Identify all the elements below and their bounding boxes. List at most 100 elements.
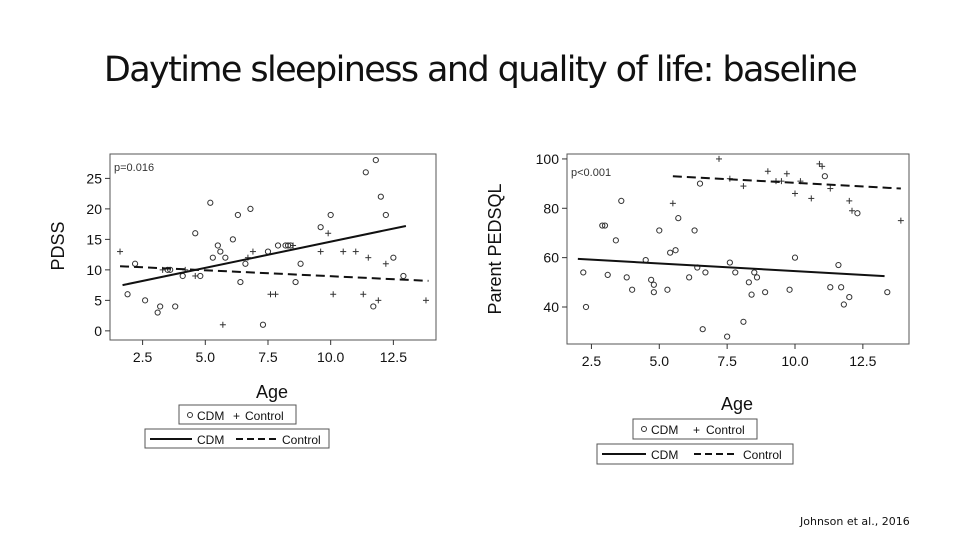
pdss-cdm-point	[172, 303, 179, 310]
pedsql-cdm-point	[745, 279, 752, 286]
pedsql-x-axis-title: Age	[721, 394, 753, 414]
pdss-control-point	[272, 291, 279, 298]
pedsql-cdm-point	[840, 301, 847, 308]
citation: Johnson et al., 2016	[800, 515, 910, 528]
pedsql-control-point	[846, 197, 853, 204]
pedsql-control-point	[808, 195, 815, 202]
pdss-cdm-point	[274, 242, 282, 249]
pdss-cdm-point	[222, 254, 229, 261]
pdss-cdm-point	[242, 260, 249, 267]
pdss-cdm-point	[317, 224, 324, 231]
pdss-y-tick-label: 20	[86, 201, 102, 217]
pdss-cdm-point	[131, 260, 139, 267]
pedsql-cdm-point	[699, 326, 706, 333]
pedsql-cdm-point	[691, 227, 698, 234]
pedsql-cdm-point	[650, 281, 657, 288]
pdss-cdm-point	[234, 211, 241, 219]
pdss-control-point	[382, 260, 389, 267]
pdss-x-tick-label: 12.5	[380, 349, 407, 365]
legend-points-control: Control	[245, 409, 284, 423]
pdss-cdm-point	[197, 272, 204, 280]
pdss-x-tick-label: 7.5	[258, 349, 278, 365]
pedsql-cdm-point	[751, 269, 758, 276]
pdss-control-point	[267, 291, 274, 298]
pdss-x-tick-label: 10.0	[317, 349, 344, 365]
pdss-y-tick-label: 5	[94, 292, 102, 308]
pedsql-cdm-point	[748, 291, 755, 298]
pedsql-cdm-point	[604, 271, 611, 279]
pdss-control-point	[340, 248, 347, 255]
pdss-control-point	[360, 291, 367, 298]
pedsql-y-tick-label: 100	[536, 151, 560, 167]
pedsql-control-point	[740, 183, 747, 190]
pedsql-cdm-point	[648, 276, 655, 283]
pdss-cdm-point	[382, 211, 389, 219]
cdm-circle-marker-icon	[641, 426, 647, 432]
pdss-cdm-point	[372, 156, 379, 164]
pdss-lines-legend: CDM Control	[144, 428, 330, 449]
pedsql-cdm-point	[726, 259, 733, 266]
pdss-cdm-point	[179, 272, 186, 280]
pdss-cdm-point	[292, 278, 299, 286]
pedsql-cdm-point	[601, 222, 609, 229]
pdss-control-point	[325, 230, 332, 237]
pdss-cdm-point	[377, 193, 384, 200]
pdss-cdm-point	[124, 291, 131, 298]
pedsql-x-tick-label: 12.5	[849, 353, 876, 369]
pdss-cdm-point	[259, 321, 267, 328]
pedsql-p-value: p<0.001	[571, 167, 611, 179]
pedsql-cdm-point	[629, 286, 636, 293]
pdss-cdm-point	[370, 303, 377, 310]
pdss-cdm-point	[327, 211, 334, 219]
legend-lines-control: Control	[743, 448, 782, 462]
pedsql-y-tick-label: 40	[543, 299, 559, 315]
pdss-control-fit-line	[119, 265, 429, 282]
pedsql-cdm-point	[753, 274, 761, 281]
pedsql-cdm-point	[724, 333, 731, 340]
pedsql-cdm-point	[846, 294, 853, 301]
pdss-y-tick-label: 0	[94, 323, 102, 339]
pdss-cdm-point	[142, 297, 149, 304]
pdss-control-point	[249, 248, 256, 255]
pedsql-cdm-point	[732, 269, 739, 276]
pdss-p-value: p=0.016	[114, 162, 154, 174]
pdss-control-point	[117, 248, 124, 255]
pedsql-points-legend: CDM + Control	[632, 418, 758, 440]
pedsql-cdm-point	[656, 227, 663, 234]
pedsql-cdm-point	[618, 197, 625, 204]
pdss-cdm-point	[192, 230, 199, 237]
legend-points-cdm: CDM	[651, 423, 678, 437]
pdss-cdm-point	[247, 205, 254, 212]
pdss-cdm-point	[167, 266, 174, 273]
pdss-x-tick-label: 2.5	[133, 349, 153, 365]
pdss-control-point	[219, 321, 226, 328]
pedsql-cdm-point	[835, 261, 842, 269]
pedsql-control-point	[827, 185, 834, 192]
pedsql-cdm-point	[582, 303, 590, 311]
pedsql-cdm-point	[791, 254, 799, 261]
pedsql-x-tick-label: 2.5	[582, 353, 602, 369]
pdss-control-point	[317, 248, 324, 255]
pedsql-control-point	[897, 217, 904, 224]
pedsql-cdm-point	[838, 284, 845, 291]
pdss-cdm-point	[237, 278, 244, 286]
pedsql-x-tick-label: 10.0	[781, 353, 808, 369]
pdss-cdm-point	[229, 236, 236, 243]
pedsql-control-point	[764, 168, 771, 175]
pedsql-cdm-point	[675, 215, 682, 222]
pdss-y-axis-title: PDSS	[48, 221, 68, 270]
pdss-cdm-point	[362, 169, 369, 176]
pdss-control-point	[352, 248, 359, 255]
pedsql-control-point	[669, 200, 676, 207]
pdss-cdm-point	[154, 309, 161, 316]
slide-title: Daytime sleepiness and quality of life: …	[103, 50, 858, 90]
pdss-x-tick-label: 5.0	[196, 349, 216, 365]
pdss-y-tick-label: 15	[86, 231, 102, 247]
pdss-control-point	[375, 297, 382, 304]
pedsql-cdm-point	[580, 269, 587, 276]
pdss-cdm-fit-line	[122, 224, 407, 287]
pdss-control-point	[330, 291, 337, 298]
pedsql-cdm-point	[821, 173, 828, 180]
pedsql-plot-area	[566, 153, 910, 345]
pdss-cdm-point	[157, 303, 164, 310]
